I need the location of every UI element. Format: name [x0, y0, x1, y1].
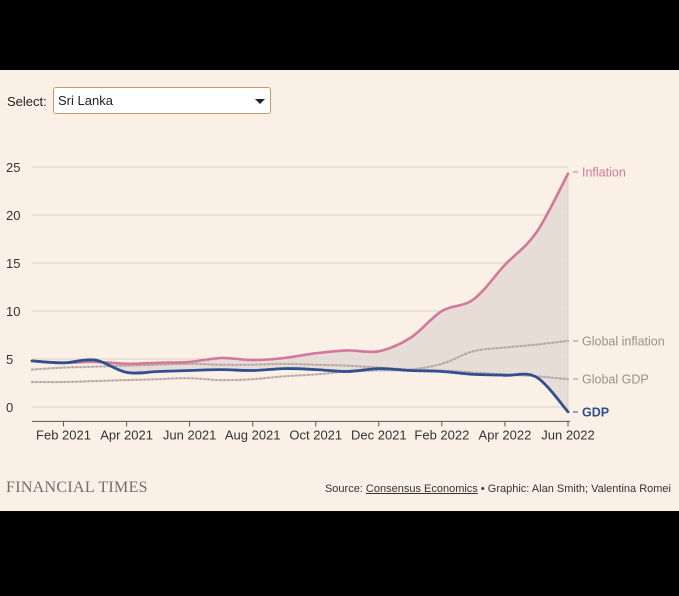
x-tick-label: Jun 2021: [163, 427, 217, 442]
series-label-inflation: Inflation: [582, 166, 626, 180]
caret-down-icon: [255, 99, 265, 104]
series-label-global-gdp: Global GDP: [582, 373, 649, 387]
source-prefix: Source:: [324, 483, 366, 495]
y-tick-label: 10: [6, 304, 20, 319]
axes: 0 5 10 15 20 25 Feb 2021 Apr 2021 Jun 2021 Aug 20…: [6, 160, 595, 442]
country-select-value: Sri Lanka: [58, 93, 113, 108]
ft-logo: FINANCIAL TIMES: [6, 479, 148, 496]
source-credit: Source: Consensus Economics • Graphic: A…: [325, 483, 671, 495]
series-line-global-inflation: [30, 339, 570, 384]
y-tick-label: 5: [6, 352, 13, 367]
x-tick-label: Oct 2021: [289, 427, 342, 442]
shaded-band: [32, 173, 569, 412]
series-line-gdp: [30, 358, 570, 414]
y-tick-label: 20: [6, 208, 20, 223]
series-line-global-gdp: [30, 362, 570, 381]
select-label: Select:: [7, 94, 47, 109]
x-tick-label: Aug 2021: [225, 427, 281, 442]
y-tick-label: 15: [6, 256, 20, 271]
country-select[interactable]: Sri Lanka: [53, 87, 271, 114]
x-tick-label: Apr 2021: [100, 427, 153, 442]
series-labels: Global inflation Global GDP Inflation GDP: [573, 166, 665, 420]
source-link[interactable]: Consensus Economics: [365, 483, 478, 495]
y-tick-label: 0: [6, 400, 13, 415]
x-tick-label: Jun 2022: [541, 427, 595, 442]
y-tick-label: 25: [6, 160, 20, 175]
x-tick-label: Feb 2022: [414, 427, 469, 442]
series-label-gdp: GDP: [582, 406, 609, 420]
series-label-global-inflation: Global inflation: [582, 335, 665, 349]
series-lines: [30, 172, 570, 414]
series-line-inflation: [30, 172, 570, 366]
x-tick-label: Apr 2022: [479, 427, 532, 442]
x-tick-label: Dec 2021: [351, 427, 407, 442]
graphic-credit: • Graphic: Alan Smith; Valentina Romei: [477, 483, 671, 495]
x-tick-label: Feb 2021: [36, 427, 91, 442]
shaded-band-area: [32, 173, 568, 412]
